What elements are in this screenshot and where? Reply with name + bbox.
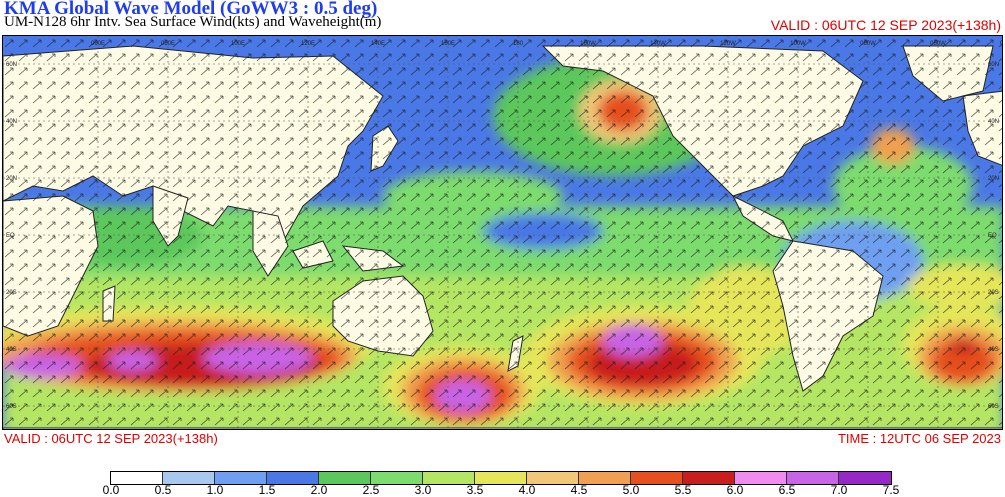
colorbar-segment xyxy=(683,472,735,484)
colorbar-segment xyxy=(527,472,579,484)
lon-labels: 060E 080E 100E 120E 140E 160E 180 160W 140W 120W 1… xyxy=(91,41,1003,47)
lat-tick-label: 20N xyxy=(988,176,999,182)
colorbar-tick-label: 1.0 xyxy=(206,483,224,497)
lat-tick-label: EQ xyxy=(6,233,15,239)
colorbar-labels: 0.0 0.5 1.0 1.5 2.0 2.5 3.0 3.5 4.0 4.5 5.0 5.5 6.0 6… xyxy=(0,483,1005,497)
colorbar-tick-label: 3.0 xyxy=(414,483,432,497)
lat-tick-label: EQ xyxy=(988,233,997,239)
lon-tick-label: 180 xyxy=(513,41,524,47)
colorbar-tick-label: 1.5 xyxy=(258,483,276,497)
colorbar-tick-label: 4.0 xyxy=(518,483,536,497)
lat-tick-label: 60S xyxy=(988,404,999,410)
colorbar-segment xyxy=(267,472,319,484)
colorbar-tick-label: 0.0 xyxy=(102,483,120,497)
analysis-time: TIME : 12UTC 06 SEP 2023 xyxy=(837,431,1001,446)
colorbar-segment xyxy=(579,472,631,484)
colorbar-segment xyxy=(839,472,891,484)
colorbar-segment xyxy=(423,472,475,484)
colorbar-tick-label: 6.0 xyxy=(726,483,744,497)
graticule xyxy=(3,36,1002,429)
colorbar-tick-label: 7.5 xyxy=(882,483,900,497)
colorbar-segment xyxy=(787,472,839,484)
lon-tick-label: 140W xyxy=(650,41,666,47)
lat-tick-label: 40N xyxy=(988,119,999,125)
lat-tick-label: 40S xyxy=(988,347,999,353)
lon-tick-label: 160W xyxy=(580,41,596,47)
colorbar-segment xyxy=(631,472,683,484)
lon-tick-label: 080W xyxy=(860,41,876,47)
colorbar-tick-label: 6.5 xyxy=(778,483,796,497)
map-subtitle: UM-N128 6hr Intv. Sea Surface Wind(kts) … xyxy=(4,14,382,30)
colorbar-tick-label: 5.5 xyxy=(674,483,692,497)
colorbar-tick-label: 2.5 xyxy=(362,483,380,497)
colorbar-segment xyxy=(163,472,215,484)
map-title: KMA Global Wave Model (GoWW3 : 0.5 deg) xyxy=(4,0,378,19)
lat-tick-label: 20S xyxy=(6,290,17,296)
lat-tick-label: 60N xyxy=(988,62,999,68)
lon-tick-label: 140E xyxy=(371,41,385,47)
lon-tick-label: 120W xyxy=(720,41,736,47)
map-canvas: 060E 080E 100E 120E 140E 160E 180 160W 140W 120W 1… xyxy=(3,36,1003,429)
colorbar xyxy=(110,471,892,485)
colorbar-tick-label: 0.5 xyxy=(154,483,172,497)
lat-tick-label: 60S xyxy=(6,404,17,410)
lon-tick-label: 100E xyxy=(231,41,245,47)
lon-tick-label: 040W xyxy=(1000,41,1003,47)
colorbar-tick-label: 5.0 xyxy=(622,483,640,497)
lon-tick-label: 100W xyxy=(790,41,806,47)
lon-tick-label: 060E xyxy=(91,41,105,47)
colorbar-segment xyxy=(475,472,527,484)
lat-labels: 60N 60N 40N 40N 20N 20N EQ EQ 20S 20S 40S 40S 60S 60S xyxy=(6,62,999,410)
colorbar-segment xyxy=(111,472,163,484)
valid-time-top: VALID : 06UTC 12 SEP 2023(+138h) xyxy=(770,17,1001,33)
lat-tick-label: 40S xyxy=(6,347,17,353)
wave-height-map: 060E 080E 100E 120E 140E 160E 180 160W 140W 120W 1… xyxy=(2,35,1003,430)
lon-tick-label: 160E xyxy=(441,41,455,47)
wind-arrows xyxy=(3,36,1002,429)
lat-tick-label: 40N xyxy=(6,119,17,125)
lon-tick-label: 080E xyxy=(161,41,175,47)
colorbar-segment xyxy=(371,472,423,484)
colorbar-tick-label: 3.5 xyxy=(466,483,484,497)
valid-time-bottom: VALID : 06UTC 12 SEP 2023(+138h) xyxy=(4,431,218,446)
lon-tick-label: 120E xyxy=(301,41,315,47)
colorbar-segment xyxy=(319,472,371,484)
lat-tick-label: 20S xyxy=(988,290,999,296)
colorbar-segment xyxy=(735,472,787,484)
colorbar-segment xyxy=(215,472,267,484)
colorbar-tick-label: 7.0 xyxy=(830,483,848,497)
lat-tick-label: 20N xyxy=(6,176,17,182)
lon-tick-label: 060W xyxy=(930,41,946,47)
colorbar-tick-label: 4.5 xyxy=(570,483,588,497)
lat-tick-label: 60N xyxy=(6,62,17,68)
colorbar-tick-label: 2.0 xyxy=(310,483,328,497)
